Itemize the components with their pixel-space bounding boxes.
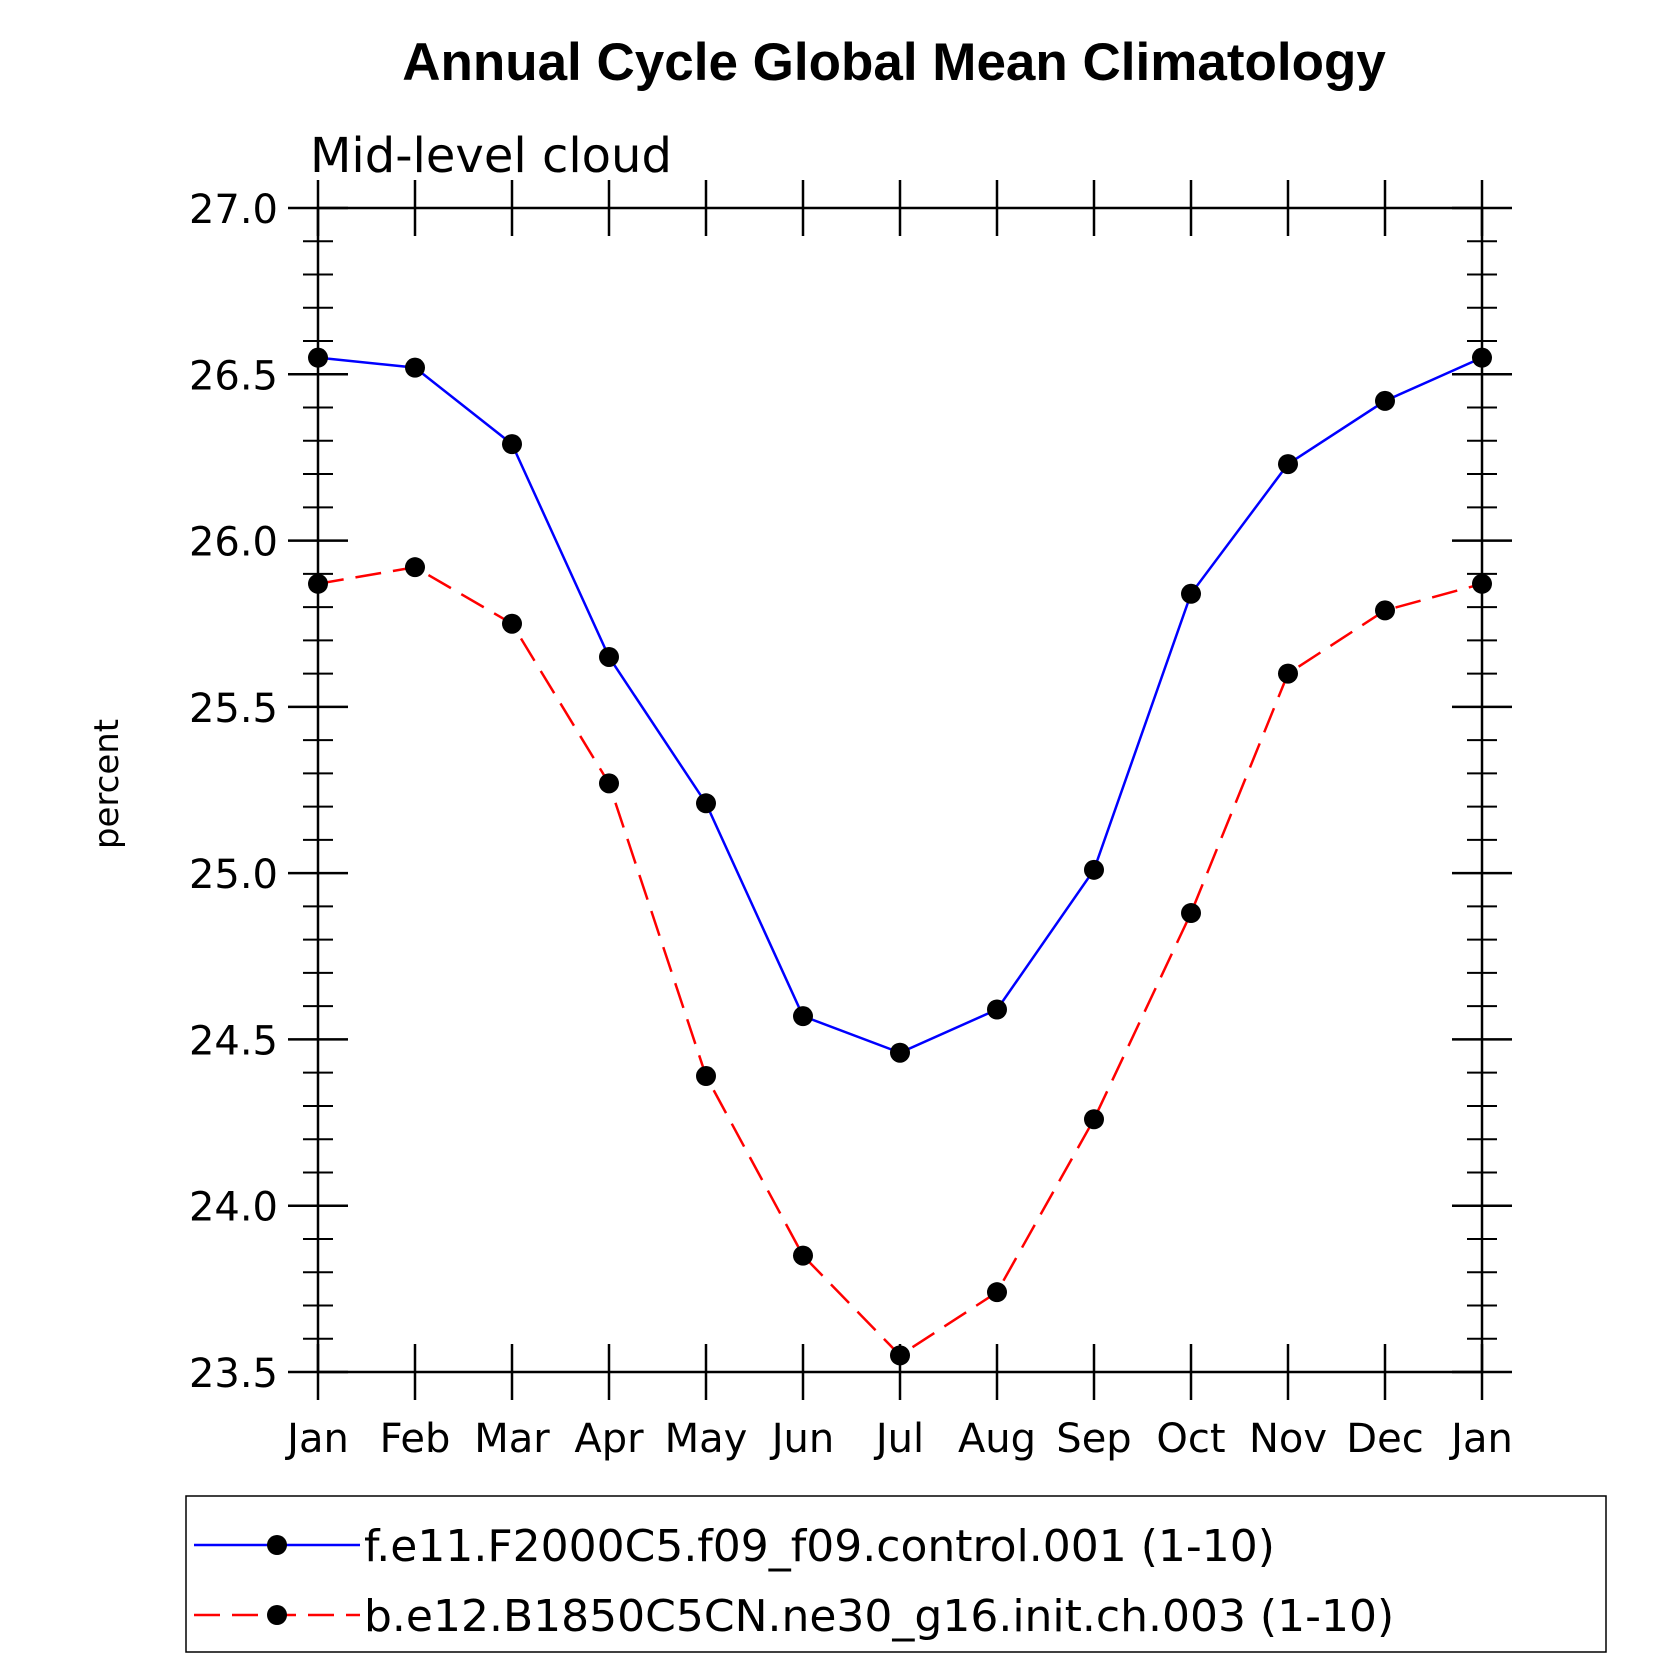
x-tick-label: May xyxy=(665,1416,748,1462)
series-1-point xyxy=(696,793,716,814)
series-2-point xyxy=(405,557,425,578)
series-2-point xyxy=(599,773,619,794)
plot-frame xyxy=(316,206,1484,1374)
series-2-point xyxy=(1084,1109,1104,1130)
x-tick-label: Aug xyxy=(958,1416,1036,1462)
series-1-point xyxy=(502,434,522,455)
series-2-point xyxy=(890,1345,910,1366)
y-tick-label: 26.0 xyxy=(189,520,278,566)
x-tick-label: Oct xyxy=(1156,1416,1225,1462)
series-2-point xyxy=(1375,600,1395,621)
series-1-point xyxy=(405,357,425,378)
chart-subtitle: Mid-level cloud xyxy=(310,128,672,184)
series-2-point xyxy=(793,1245,813,1266)
series-layer xyxy=(308,347,1492,1366)
series-2-point xyxy=(308,573,328,594)
series-1-point xyxy=(987,999,1007,1020)
x-tick-label: Sep xyxy=(1056,1416,1131,1462)
legend: f.e11.F2000C5.f09_f09.control.001 (1-10)… xyxy=(185,1495,1607,1653)
y-tick-label: 24.0 xyxy=(189,1185,278,1231)
series-1-point xyxy=(1278,454,1298,475)
chart-title: Annual Cycle Global Mean Climatology xyxy=(402,33,1386,92)
axes: Jan Feb Mar Apr May Jun Jul Aug Sep Oct Nov Dec Jan2… xyxy=(189,180,1513,1462)
legend-marker-1 xyxy=(267,1535,287,1555)
series-1-point xyxy=(890,1042,910,1063)
x-tick-label: Dec xyxy=(1346,1416,1423,1462)
series-1-point xyxy=(1084,859,1104,880)
series-2-point xyxy=(502,613,522,634)
x-tick-label: Mar xyxy=(474,1416,550,1462)
series-1-point xyxy=(599,646,619,667)
y-tick-label: 25.0 xyxy=(189,852,278,898)
legend-label-2: b.e12.B1850C5CN.ne30_g16.init.ch.003 (1-… xyxy=(364,1591,1394,1642)
y-tick-label: 23.5 xyxy=(189,1351,278,1397)
x-tick-label: Jan xyxy=(1448,1416,1513,1462)
series-1-point xyxy=(1472,347,1492,368)
x-tick-label: Jun xyxy=(769,1416,835,1462)
series-2-point xyxy=(696,1066,716,1087)
series-1-point xyxy=(1375,390,1395,411)
x-tick-label: Feb xyxy=(380,1416,451,1462)
x-tick-label: Jul xyxy=(873,1416,924,1462)
series-2 xyxy=(308,557,1492,1366)
series-2-line xyxy=(317,565,1483,1357)
series-2-point xyxy=(1472,573,1492,594)
series-2-point xyxy=(1278,663,1298,684)
y-tick-label: 25.5 xyxy=(189,686,278,732)
series-1-point xyxy=(1181,583,1201,604)
y-axis-label: percent xyxy=(87,719,127,849)
legend-box xyxy=(185,1495,1607,1653)
series-2-point xyxy=(987,1282,1007,1303)
x-tick-label: Nov xyxy=(1249,1416,1327,1462)
series-2-point xyxy=(1181,903,1201,924)
y-tick-label: 24.5 xyxy=(189,1018,278,1064)
legend-marker-2 xyxy=(267,1605,287,1625)
y-tick-label: 26.5 xyxy=(189,353,278,399)
series-1-point xyxy=(793,1006,813,1027)
legend-label-1: f.e11.F2000C5.f09_f09.control.001 (1-10) xyxy=(364,1521,1275,1572)
series-1 xyxy=(308,347,1492,1063)
series-1-line xyxy=(317,356,1483,1055)
x-tick-label: Jan xyxy=(284,1416,349,1462)
series-1-point xyxy=(308,347,328,368)
y-tick-label: 27.0 xyxy=(189,187,278,233)
x-tick-label: Apr xyxy=(574,1416,644,1462)
